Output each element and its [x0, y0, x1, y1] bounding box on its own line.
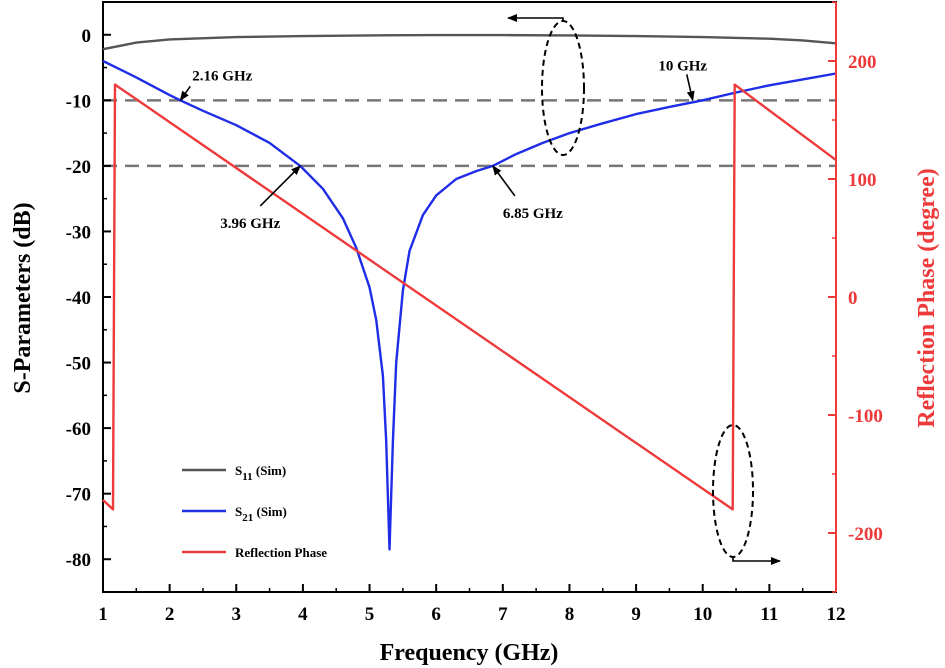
series-line [102, 83, 837, 511]
x-tick-label: 9 [631, 604, 641, 625]
left-axis-arrow [507, 14, 564, 22]
y-right-tick-label: 0 [848, 288, 858, 309]
x-tick-label: 1 [98, 604, 108, 625]
x-tick-label: 11 [760, 604, 778, 625]
x-tick-label: 8 [565, 604, 575, 625]
y-left-tick-label: -10 [66, 91, 91, 112]
annotation-label: 3.96 GHz [220, 216, 280, 232]
x-tick-label: 5 [365, 604, 375, 625]
x-tick-label: 10 [693, 604, 712, 625]
x-tick-label: 4 [298, 604, 308, 625]
y-left-tick-label: -40 [66, 288, 91, 309]
y-right-tick-label: 200 [848, 52, 877, 73]
annotation-arrow [685, 74, 695, 102]
right-axis-arrow [732, 557, 781, 565]
y-axis-title-left: S-Parameters (dB) [10, 202, 36, 393]
y-right-tick-label: 100 [848, 170, 877, 191]
y-left-tick-label: -30 [66, 222, 91, 243]
annotation-arrow [259, 165, 301, 207]
annotation-label: 6.85 GHz [503, 206, 563, 222]
legend-label: S21 (Sim) [235, 504, 287, 524]
series-line [102, 33, 837, 51]
y-left-tick-label: -70 [66, 485, 91, 506]
y-left-tick-label: -60 [66, 419, 91, 440]
y-left-tick-label: -20 [66, 157, 91, 178]
legend-label: S11 (Sim) [235, 463, 286, 483]
y-left-tick-label: 0 [82, 26, 92, 47]
annotation-label: 10 GHz [658, 58, 707, 74]
annotation-label: 2.16 GHz [192, 68, 252, 84]
legend-label: Reflection Phase [235, 545, 327, 560]
y-right-tick-label: -100 [848, 406, 883, 427]
y-left-tick-label: -50 [66, 354, 91, 375]
x-tick-label: 6 [431, 604, 441, 625]
x-tick-label: 3 [232, 604, 242, 625]
annotation-arrow [179, 85, 191, 102]
x-tick-label: 2 [165, 604, 175, 625]
x-tick-label: 12 [827, 604, 846, 625]
x-tick-label: 7 [498, 604, 508, 625]
annotation-arrow [492, 165, 516, 197]
x-axis-title: Frequency (GHz) [380, 640, 559, 666]
y-axis-title-right: Reflection Phase (degree) [914, 168, 940, 427]
y-left-tick-label: -80 [66, 550, 91, 571]
y-right-tick-label: -200 [848, 524, 883, 545]
series-line [102, 59, 837, 551]
